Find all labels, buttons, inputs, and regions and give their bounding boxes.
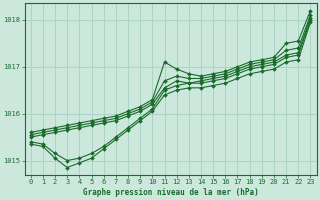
X-axis label: Graphe pression niveau de la mer (hPa): Graphe pression niveau de la mer (hPa) [83, 188, 259, 197]
